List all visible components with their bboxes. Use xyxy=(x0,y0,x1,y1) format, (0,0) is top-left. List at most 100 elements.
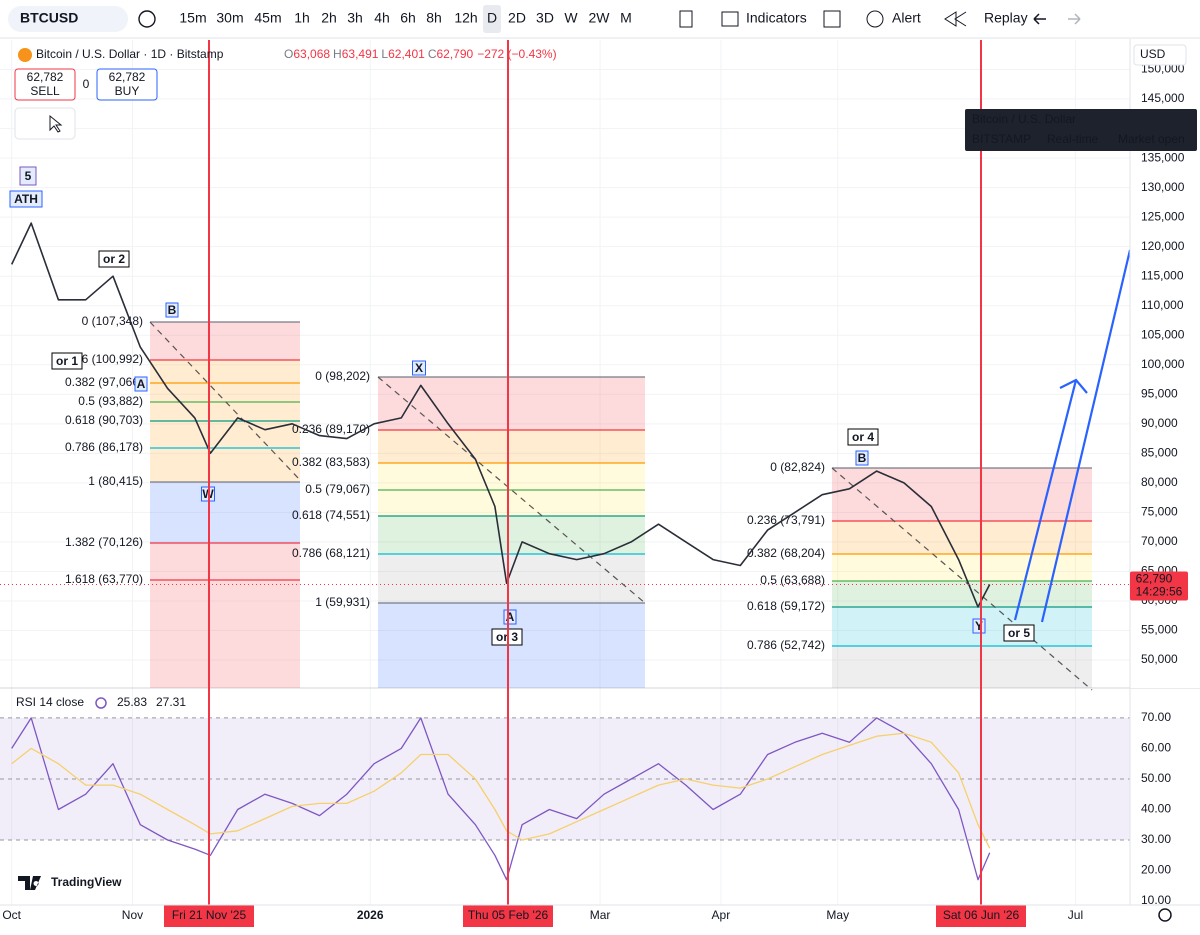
symbol-search[interactable] xyxy=(8,6,128,32)
fib-zone xyxy=(378,516,645,554)
wave-label: X xyxy=(415,361,423,375)
date-tag-label: Sat 06 Jun '26 xyxy=(943,908,1020,922)
chart-type-button[interactable] xyxy=(679,10,693,28)
symbol: BTCUSD xyxy=(20,10,78,26)
wave-label: or 2 xyxy=(103,252,125,266)
drawings: 0 (107,348)0.236 (100,992)0.382 (97,066)… xyxy=(0,40,1132,905)
x-tick-label: Jul xyxy=(1068,908,1083,922)
sell-label: SELL xyxy=(30,84,60,98)
wave-label-box xyxy=(1003,624,1035,642)
interval-button[interactable]: 8h xyxy=(426,10,442,26)
wave-label-box xyxy=(855,450,869,466)
interval-button[interactable]: 2h xyxy=(321,10,337,26)
date-tag xyxy=(936,905,1026,927)
redo-button[interactable] xyxy=(1068,13,1081,25)
buy-button[interactable] xyxy=(96,68,158,101)
undo-button[interactable] xyxy=(1033,13,1046,25)
tooltip-mode: Real-time xyxy=(1047,132,1099,146)
alert-button[interactable]: Alert xyxy=(892,10,921,26)
x-tick-label: May xyxy=(826,908,849,922)
layouts-button[interactable] xyxy=(823,10,841,28)
wave-label: or 5 xyxy=(1008,626,1030,640)
interval-button[interactable]: 1h xyxy=(294,10,310,26)
rsi-tick-label: 40.00 xyxy=(1141,802,1171,816)
settings-button[interactable] xyxy=(1158,908,1172,922)
y-tick-label: 130,000 xyxy=(1141,180,1185,194)
wave-label-box xyxy=(98,250,130,268)
price-tag-value: 62,790 xyxy=(1136,572,1173,586)
rsi-line xyxy=(11,717,991,881)
compare-button[interactable] xyxy=(138,10,156,28)
fib-label: 0.382 (68,204) xyxy=(747,546,825,560)
tooltip-bg xyxy=(965,109,1197,151)
y-tick-label: 105,000 xyxy=(1141,327,1185,341)
currency-box[interactable] xyxy=(1133,44,1187,66)
legend-value: H xyxy=(333,47,342,61)
fib-label: 0.5 (79,067) xyxy=(305,482,370,496)
legend-value: 62,401 xyxy=(388,47,425,61)
fib-label: 1.382 (70,126) xyxy=(65,535,143,549)
legend-value: 62,790 xyxy=(436,47,473,61)
y-tick-label: 55,000 xyxy=(1141,623,1178,637)
alert-icon[interactable] xyxy=(866,10,884,28)
interval-button[interactable]: M xyxy=(620,10,632,26)
legend-value: 63,491 xyxy=(342,47,379,61)
rsi-icon xyxy=(95,697,107,709)
symbol-logo xyxy=(18,48,32,62)
brand-logo xyxy=(18,876,41,890)
indicators-icon[interactable] xyxy=(721,11,739,27)
fib-label: 0.618 (74,551) xyxy=(292,508,370,522)
interval-button[interactable]: 3h xyxy=(347,10,363,26)
tooltip-status: Market open xyxy=(1118,132,1185,146)
currency: USD xyxy=(1140,47,1166,61)
fib-zone xyxy=(832,468,1092,521)
tooltip-title: Bitcoin / U.S. Dollar xyxy=(972,112,1076,126)
rsi-tick-label: 60.00 xyxy=(1141,741,1171,755)
wave-label: B xyxy=(858,451,867,465)
brand: TradingView xyxy=(51,875,122,889)
x-tick-label: 2026 xyxy=(357,908,384,922)
y-tick-label: 50,000 xyxy=(1141,652,1178,666)
interval-button[interactable]: 2D xyxy=(508,10,526,26)
sell-button[interactable] xyxy=(14,68,76,101)
date-tag xyxy=(164,905,254,927)
interval-button[interactable]: W xyxy=(564,10,578,26)
fib-zone xyxy=(150,543,300,688)
wave-label: B xyxy=(168,303,177,317)
fib-zone xyxy=(378,430,645,463)
replay-button[interactable]: Replay xyxy=(984,10,1028,26)
fib-label: 0 (98,202) xyxy=(315,369,370,383)
interval-button[interactable]: 15m xyxy=(179,10,206,26)
cursor-icon[interactable] xyxy=(49,114,63,133)
fib-label: 0 (82,824) xyxy=(770,460,825,474)
tooltip-exchange: BITSTAMP xyxy=(972,132,1031,146)
interval-button[interactable]: 2W xyxy=(589,10,611,26)
trend-dashed xyxy=(831,467,1093,691)
y-tick-label: 90,000 xyxy=(1141,416,1178,430)
wave-label: or 1 xyxy=(56,354,78,368)
interval-button[interactable]: 45m xyxy=(254,10,281,26)
date-tag xyxy=(463,905,553,927)
legend-value: C xyxy=(428,47,437,61)
wave-label-box xyxy=(19,166,37,186)
rsi-ma-value: 27.31 xyxy=(156,695,186,709)
y-tick-label: 70,000 xyxy=(1141,534,1178,548)
interval-button[interactable]: 30m xyxy=(216,10,243,26)
date-tag-label: Fri 21 Nov '25 xyxy=(172,908,247,922)
fib-label: 0.786 (68,121) xyxy=(292,546,370,560)
interval-button[interactable]: D xyxy=(487,10,497,26)
interval-button[interactable]: 4h xyxy=(374,10,390,26)
interval-button[interactable]: 3D xyxy=(536,10,554,26)
y-tick-label: 145,000 xyxy=(1141,91,1185,105)
wave-label: A xyxy=(137,377,146,391)
x-tick-label: Oct xyxy=(2,908,21,922)
wave-label: 5 xyxy=(25,169,32,183)
replay-icon[interactable] xyxy=(944,11,967,27)
interval-button[interactable]: 12h xyxy=(454,10,477,26)
interval-button[interactable]: 6h xyxy=(400,10,416,26)
indicators-button[interactable]: Indicators xyxy=(746,10,807,26)
projection-arrow xyxy=(1013,249,1132,623)
fib-zone xyxy=(832,521,1092,554)
